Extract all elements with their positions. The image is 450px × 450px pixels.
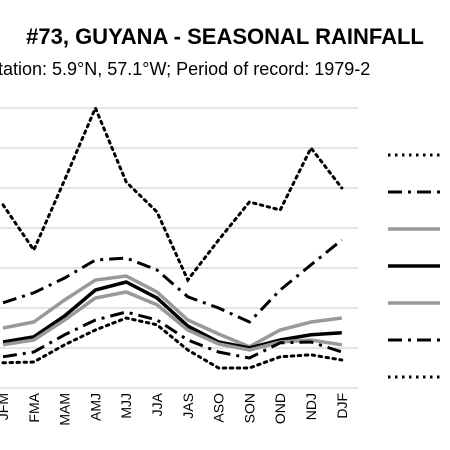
x-tick-label: NDJ: [303, 393, 319, 420]
series-line: [2, 280, 342, 350]
x-tick-label: DJF: [334, 393, 350, 419]
x-tick-label: JFM: [0, 393, 11, 420]
x-tick-label: AMJ: [87, 393, 103, 421]
x-tick-label: JAS: [180, 393, 196, 419]
x-tick-label: FMA: [26, 392, 42, 422]
x-tick-label: MJJ: [118, 393, 134, 419]
series-line: [1, 316, 344, 370]
x-tick-label: MAM: [57, 393, 73, 426]
series-line: [2, 310, 343, 360]
series-line: [2, 290, 343, 352]
series-line: [1, 104, 344, 283]
chart-title: #73, GUYANA - SEASONAL RAINFALL: [26, 24, 424, 49]
x-tick-label: SON: [241, 393, 257, 423]
x-tick-label: JJA: [149, 392, 165, 416]
x-tick-label: ASO: [211, 393, 227, 423]
series-line: [2, 238, 343, 324]
x-tick-label: OND: [272, 393, 288, 424]
series-line: [2, 274, 343, 349]
chart-subtitle: tation: 5.9°N, 57.1°W; Period of record:…: [0, 59, 370, 79]
